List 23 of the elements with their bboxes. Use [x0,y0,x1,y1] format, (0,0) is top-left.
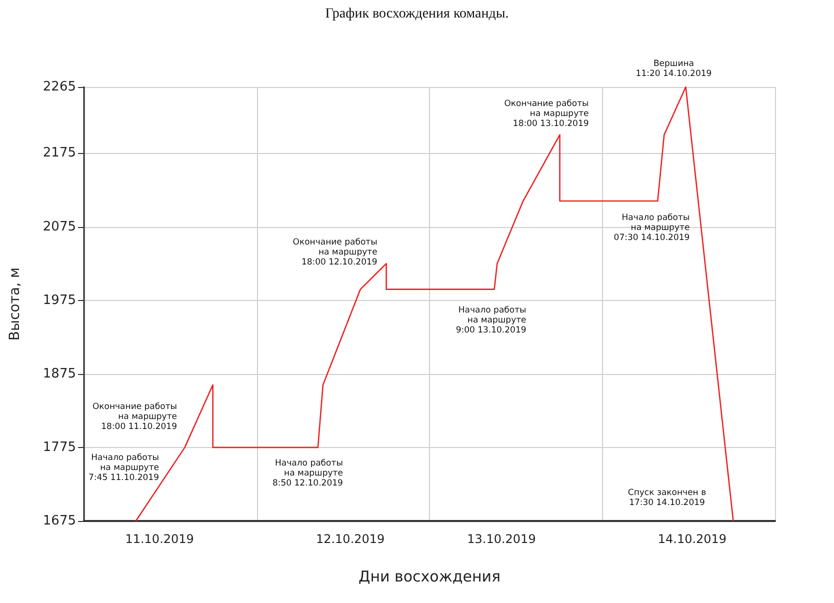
x-tick-label: 11.10.2019 [125,532,194,546]
x-tick-label: 14.10.2019 [658,532,727,546]
y-tick-label: 1675 [42,514,76,528]
annotation: Спуск закончен в 17:30 14.10.2019 [628,488,706,508]
annotation: Начало работы на маршруте 07:30 14.10.2019 [614,213,690,244]
y-tick-label: 2265 [42,80,76,94]
y-tick-label: 2175 [42,146,76,161]
y-tick-label: 1875 [42,366,76,382]
y-tick-label: 1975 [42,292,76,308]
annotation: Окончание работы на маршруте 18:00 13.10.2019 [504,98,589,129]
y-tick-label: 2075 [42,219,76,234]
x-tick-label: 13.10.2019 [467,532,536,546]
chart-title: График восхождения команды. [325,6,509,22]
y-axis-title: Высота, м [7,267,23,341]
annotation: Начало работы на маршруте 8:50 12.10.2019 [272,458,343,488]
annotation: Начало работы на маршруте 9:00 13.10.2019 [456,305,526,336]
annotation: Начало работы на маршруте 7:45 11.10.2019 [88,453,159,483]
annotation: Окончание работы на маршруте 18:00 12.10.2019 [292,238,378,268]
annotation: Окончание работы на маршруте 18:00 11.10.2019 [92,402,177,432]
annotation: Вершина 11:20 14.10.2019 [636,59,712,79]
x-axis-title: Дни восхождения [358,568,501,586]
y-tick-label: 1775 [42,440,76,455]
x-tick-label: 12.10.2019 [316,532,385,546]
